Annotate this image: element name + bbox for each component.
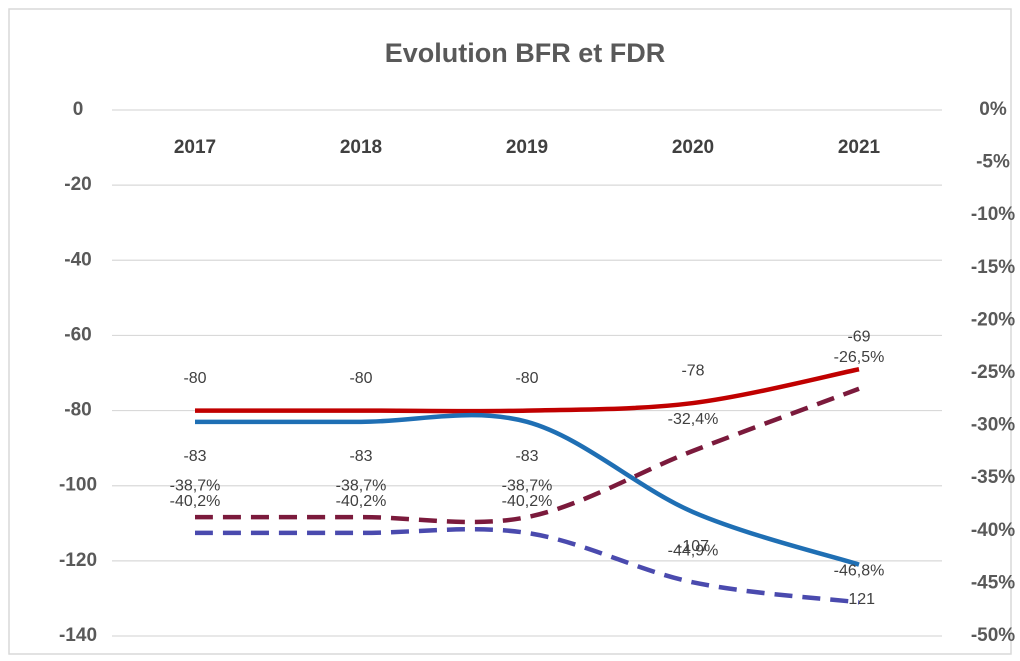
data-label: -38,7% (502, 477, 553, 494)
y2-tick-label: -40% (971, 520, 1015, 541)
data-label: -32,4% (668, 411, 719, 428)
chart-frame (8, 8, 1012, 655)
y2-tick-label: -45% (971, 572, 1015, 593)
y2-tick-label: -35% (971, 467, 1015, 488)
y-tick-label: -140 (59, 625, 97, 646)
chart-title: Evolution BFR et FDR (385, 38, 665, 68)
data-label: -26,5% (834, 349, 885, 366)
data-label: -80 (515, 370, 538, 387)
y-tick-label: -80 (64, 400, 91, 421)
y2-tick-label: -5% (976, 152, 1010, 173)
y2-tick-label: -50% (971, 625, 1015, 646)
data-label: -40,2% (170, 493, 221, 510)
y2-tick-label: -10% (971, 204, 1015, 225)
data-label: -80 (349, 370, 372, 387)
y-tick-label: -60 (64, 324, 91, 345)
data-label: -80 (183, 370, 206, 387)
y2-tick-label: -25% (971, 362, 1015, 383)
data-label: -46,8% (834, 563, 885, 580)
x-tick-label: 2020 (672, 137, 714, 158)
series-line (195, 386, 860, 525)
data-label: -83 (515, 448, 538, 465)
data-label: -38,7% (336, 477, 387, 494)
y-tick-label: -120 (59, 550, 97, 571)
y2-tick-label: -15% (971, 257, 1015, 278)
y2-tick-label: -20% (971, 309, 1015, 330)
y-tick-label: 0 (73, 99, 84, 120)
y-tick-label: -40 (64, 249, 91, 270)
data-label: -40,2% (502, 493, 553, 510)
series-line (195, 412, 860, 567)
data-label: -83 (183, 448, 206, 465)
data-label: -83 (349, 448, 372, 465)
y2-tick-label: -30% (971, 415, 1015, 436)
data-label: -121 (843, 591, 875, 608)
series-line (194, 367, 860, 414)
x-tick-label: 2021 (838, 137, 881, 158)
series-line (194, 527, 860, 605)
y-tick-label: -20 (64, 174, 91, 195)
y2-tick-label: 0% (979, 99, 1007, 120)
data-label: -44,9% (668, 543, 719, 560)
data-label: -69 (847, 328, 870, 345)
x-tick-label: 2017 (174, 137, 216, 158)
data-label: -40,2% (336, 493, 387, 510)
data-label: -38,7% (170, 477, 221, 494)
data-label: -78 (681, 362, 704, 379)
y-tick-label: -100 (59, 475, 97, 496)
data-label: -107 (677, 538, 709, 555)
x-tick-label: 2019 (506, 137, 548, 158)
x-tick-label: 2018 (340, 137, 382, 158)
